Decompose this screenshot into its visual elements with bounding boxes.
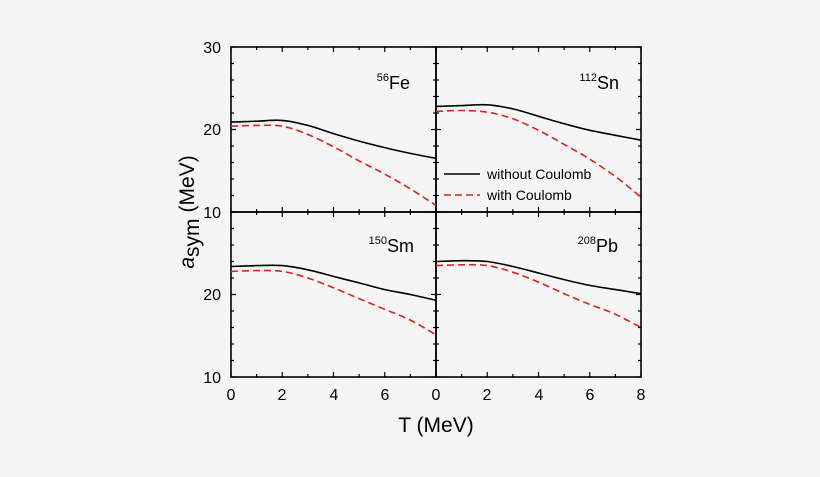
panel-label-sn112: 112Sn [579,72,619,93]
x-axis-title: T (MeV) [398,414,473,437]
curve-sm150-with-coulomb [230,269,437,336]
x-tick-label-6-right: 6 [586,387,595,404]
curve-sm150-without-coulomb [230,264,437,302]
panel-label-fe56-mass: 56 [377,72,389,84]
panel-label-fe56-element: Fe [389,73,410,93]
data-curves [230,103,642,336]
y-axis-subscript: sym [181,218,204,257]
curve-fe56-without-coulomb [230,119,437,160]
curve-sn112-with-coulomb [435,109,642,198]
y-tick-label-10-bottom: 10 [203,370,221,387]
panel-label-pb208-mass: 208 [578,235,596,247]
curve-sn112-without-coulomb [435,103,642,141]
panel-label-fe56: 56Fe [377,72,410,93]
panel-label-sn112-element: Sn [597,73,619,93]
panel-label-sm150-mass: 150 [369,235,387,247]
y-axis-symbol: a [176,257,199,269]
x-tick-label-4-right: 4 [535,387,544,404]
legend-label-with-coulomb: with Coulomb [486,187,572,203]
curve-fe56-with-coulomb [230,124,437,207]
x-tick-label-0-right: 0 [432,387,441,404]
x-tick-label-8-right: 8 [637,387,646,404]
x-tick-label-6-left: 6 [381,387,390,404]
y-tick-label-20-top: 20 [203,122,221,139]
panel-frame-fe56 [230,46,437,213]
legend-label-without-coulomb: without Coulomb [486,166,591,182]
x-tick-label-2-left: 2 [278,387,287,404]
curve-pb208-without-coulomb [435,259,642,295]
x-tick-label-0-left: 0 [227,387,236,404]
curve-pb208-with-coulomb [435,263,642,329]
y-tick-label-30: 30 [203,40,221,57]
y-axis-title: asym (MeV) [176,155,204,268]
y-axis-unit: (MeV) [176,155,199,212]
y-tick-label-10-mid: 10 [203,205,221,222]
tick-marks [230,46,642,378]
x-tick-label-2-right: 2 [483,387,492,404]
panel-label-sm150-element: Sm [387,236,414,256]
panel-label-sm150: 150Sm [369,235,414,256]
panel-label-pb208: 208Pb [578,235,618,256]
x-tick-label-4-left: 4 [330,387,339,404]
panel-label-sn112-mass: 112 [579,72,597,84]
panel-label-pb208-element: Pb [596,236,618,256]
y-tick-label-20-bottom: 20 [203,287,221,304]
legend: without Coulomb with Coulomb [444,166,591,203]
